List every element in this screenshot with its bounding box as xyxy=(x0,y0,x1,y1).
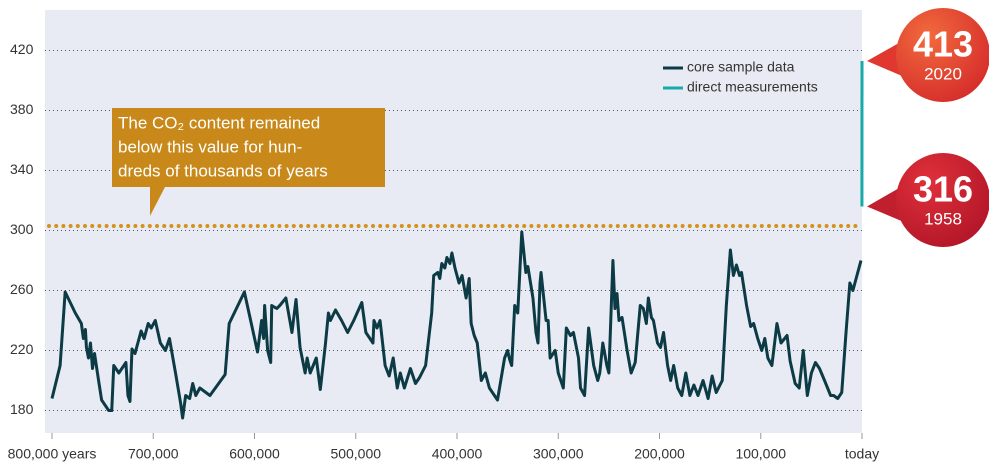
bubble-year: 2020 xyxy=(924,64,962,83)
legend-label: core sample data xyxy=(687,59,795,75)
y-tick-label: 380 xyxy=(10,101,34,117)
plot-background xyxy=(45,10,862,433)
x-tick-label: 300,000 xyxy=(533,446,584,462)
x-tick-label: 600,000 xyxy=(229,446,280,462)
bubble-value: 316 xyxy=(913,169,973,210)
series-line xyxy=(50,230,863,420)
y-tick-label: 420 xyxy=(10,41,34,57)
x-tick-label: 100,000 xyxy=(735,446,786,462)
bubble xyxy=(896,153,989,247)
bubble-value: 413 xyxy=(913,24,973,65)
y-tick-label: 340 xyxy=(10,161,34,177)
y-tick-label: 300 xyxy=(10,221,34,237)
y-tick-label: 220 xyxy=(10,341,34,357)
bubble-year: 1958 xyxy=(924,209,962,228)
x-tick-label: 200,000 xyxy=(634,446,685,462)
callout-text: below this value for hun- xyxy=(118,137,302,156)
x-tick-label: 700,000 xyxy=(128,446,179,462)
x-tick-label: 500,000 xyxy=(330,446,381,462)
callout-text: The CO₂ content remained xyxy=(118,113,320,132)
callout-text: dreds of thousands of years xyxy=(118,161,328,180)
callout-box xyxy=(112,108,385,216)
legend-label: direct measurements xyxy=(687,79,818,95)
x-tick-label: 800,000 years xyxy=(8,446,97,462)
bubble xyxy=(896,8,989,102)
y-tick-label: 180 xyxy=(10,401,34,417)
y-tick-label: 260 xyxy=(10,281,34,297)
x-tick-label: 400,000 xyxy=(432,446,483,462)
x-tick-label: today xyxy=(845,446,879,462)
